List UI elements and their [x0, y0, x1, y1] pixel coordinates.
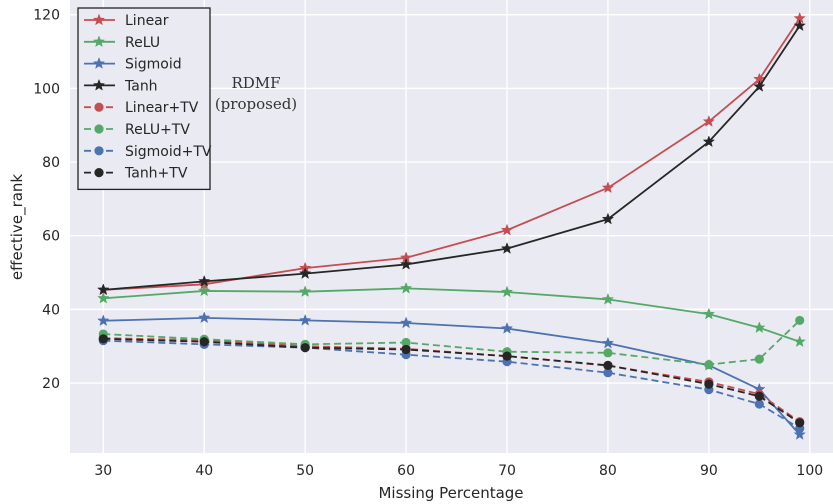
x-tick-label: 80 — [599, 463, 617, 479]
data-point — [198, 311, 211, 324]
x-tick-label: 40 — [195, 463, 213, 479]
series-line — [103, 337, 801, 423]
data-point — [500, 223, 514, 236]
data-point — [795, 315, 805, 326]
legend-label: Sigmoid — [125, 57, 182, 73]
data-point — [754, 391, 764, 401]
y-tick-label: 80 — [42, 155, 60, 171]
data-point — [601, 181, 615, 194]
legend-label: Tanh — [124, 78, 158, 94]
data-point — [97, 291, 110, 304]
data-point — [500, 285, 514, 298]
x-tick-label: 50 — [296, 463, 314, 479]
legend-marker — [94, 146, 104, 156]
series-line — [103, 319, 801, 366]
data-point — [603, 368, 613, 378]
data-point — [199, 337, 209, 347]
y-tick-label: 100 — [33, 81, 60, 97]
data-point — [98, 334, 108, 344]
data-point — [702, 135, 716, 148]
legend-marker — [94, 124, 104, 134]
legend-marker — [94, 168, 104, 178]
x-tick-label: 90 — [700, 463, 718, 479]
data-point — [500, 322, 514, 334]
series-layer — [97, 11, 806, 440]
data-point — [704, 360, 714, 370]
data-point — [399, 316, 413, 329]
x-tick-label: 100 — [796, 463, 823, 479]
legend-label: Sigmoid+TV — [125, 144, 212, 160]
series-line — [103, 339, 801, 430]
series-tanh — [97, 19, 806, 296]
legend-label: Linear — [125, 13, 169, 29]
data-point — [754, 354, 764, 364]
series-tanh-tv — [98, 334, 805, 428]
data-point — [298, 313, 312, 326]
data-point — [795, 418, 805, 428]
legend-marker — [92, 35, 106, 48]
legend-marker — [92, 57, 106, 69]
data-point — [753, 321, 766, 334]
data-point — [601, 212, 615, 225]
data-point — [298, 267, 312, 279]
data-point — [198, 274, 211, 287]
y-tick-label: 20 — [42, 376, 60, 392]
series-line — [103, 337, 801, 424]
data-point — [793, 428, 806, 440]
x-tick-label: 70 — [498, 463, 516, 479]
data-point — [753, 80, 766, 92]
x-axis-label: Missing Percentage — [378, 484, 523, 502]
series-relu — [97, 281, 806, 348]
data-point — [399, 281, 413, 294]
data-point — [198, 284, 211, 297]
data-point — [298, 285, 312, 297]
data-point — [300, 343, 310, 353]
x-tick-label: 30 — [94, 463, 112, 479]
data-point — [603, 360, 613, 370]
y-tick-label: 40 — [42, 302, 60, 318]
legend-label: ReLU — [125, 35, 160, 51]
y-tick-label: 120 — [33, 8, 60, 24]
legend: Linear ReLU Sigmoid Tanh Linear+TV ReLU+TV Sig… — [77, 7, 212, 191]
data-point — [601, 292, 615, 305]
annotation-line-1: RDMF — [231, 74, 280, 92]
data-point — [603, 348, 613, 358]
data-point — [502, 351, 512, 361]
data-point — [500, 242, 514, 254]
x-tick-label: 60 — [397, 463, 415, 479]
legend-marker — [94, 102, 104, 112]
data-point — [793, 335, 806, 348]
data-point — [702, 307, 716, 320]
grid — [70, 0, 833, 453]
data-point — [97, 314, 110, 327]
data-point — [754, 399, 764, 409]
legend-label: ReLU+TV — [125, 122, 190, 138]
data-point — [401, 344, 411, 355]
legend-label: Tanh+TV — [124, 166, 188, 182]
data-point — [97, 283, 110, 296]
legend-marker — [92, 13, 106, 26]
legend-label: Linear+TV — [125, 100, 199, 116]
y-axis-label: effective_rank — [8, 174, 27, 281]
data-point — [399, 257, 413, 270]
data-point — [704, 379, 714, 389]
y-tick-label: 60 — [42, 229, 60, 245]
data-point — [793, 19, 806, 32]
annotation-line-2: (proposed) — [215, 95, 297, 113]
legend-marker — [92, 78, 106, 91]
data-point — [601, 336, 615, 349]
data-point — [401, 337, 411, 348]
tick-labels: 30 40 50 60 70 80 90 100 20 40 60 80 100 120 — [33, 8, 823, 479]
data-point — [702, 115, 716, 127]
